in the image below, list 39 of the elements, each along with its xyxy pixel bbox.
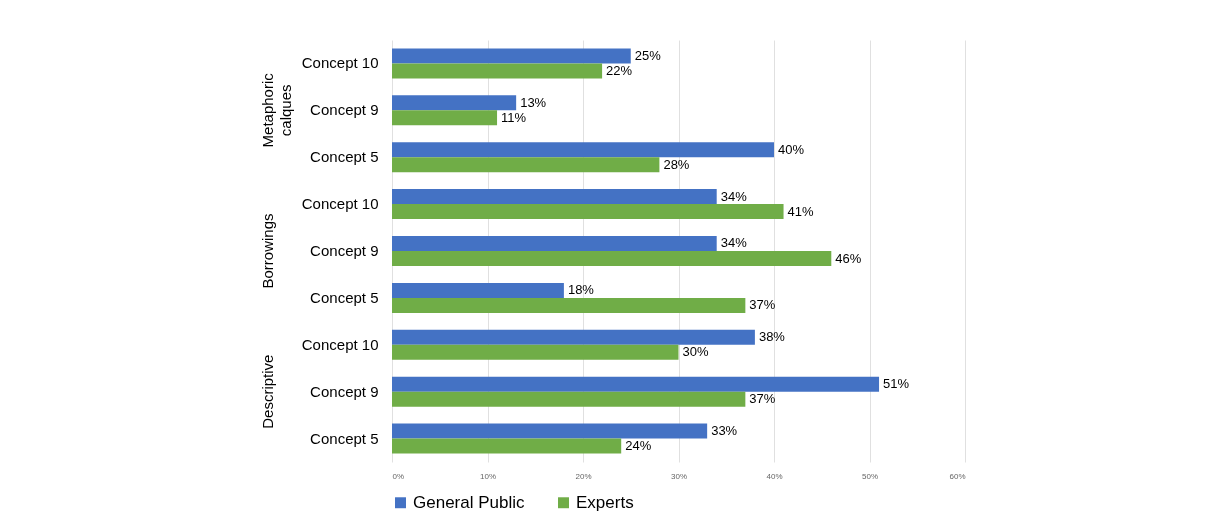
- data-label: 51%: [883, 376, 910, 392]
- x-tick-label: 10%: [479, 471, 497, 481]
- data-label: 33%: [711, 423, 738, 439]
- data-label: 37%: [749, 297, 776, 313]
- text: Borrowings: [259, 213, 276, 289]
- x-tick-label: 30%: [670, 471, 688, 481]
- data-label: 40%: [778, 141, 805, 157]
- x-tick-label: 20%: [575, 471, 592, 481]
- data-label: 11%: [501, 109, 527, 125]
- y-tick-label: Concept 10: [301, 54, 379, 72]
- data-label: 41%: [787, 203, 815, 219]
- data-label: 25%: [634, 47, 662, 63]
- y-tick-label: Concept 10: [301, 335, 379, 353]
- data-label: 18%: [567, 282, 595, 298]
- y-tick-label: Concept 5: [310, 288, 379, 306]
- y-tick-label: Concept 9: [310, 382, 379, 400]
- legend-label: General Public: [413, 492, 525, 512]
- data-label: 28%: [663, 156, 690, 172]
- text: Metaphoric calques: [259, 72, 294, 148]
- data-label: 34%: [720, 188, 748, 204]
- data-label: 37%: [749, 391, 776, 407]
- data-label: 34%: [720, 235, 748, 251]
- data-label: 13%: [520, 94, 547, 110]
- y-tick-label: Concept 9: [310, 242, 379, 259]
- x-tick-label: 60%: [949, 471, 966, 481]
- data-label: 30%: [682, 344, 709, 360]
- x-tick-label: 40%: [766, 471, 783, 481]
- y-tick-label: Concept 5: [310, 148, 379, 166]
- y-tick-label: Concept 9: [310, 101, 379, 119]
- y-tick-label: Concept 10: [301, 195, 379, 213]
- legend-label: Experts: [576, 492, 634, 512]
- y-tick-label: Concept 5: [310, 429, 379, 447]
- data-label: 22%: [606, 62, 633, 78]
- x-tick-label: 50%: [861, 471, 879, 481]
- x-tick-label: 0%: [392, 471, 405, 481]
- data-label: 38%: [758, 329, 786, 345]
- data-label: 24%: [625, 438, 652, 454]
- data-label: 46%: [835, 250, 862, 266]
- text: Descriptive: [259, 354, 276, 429]
